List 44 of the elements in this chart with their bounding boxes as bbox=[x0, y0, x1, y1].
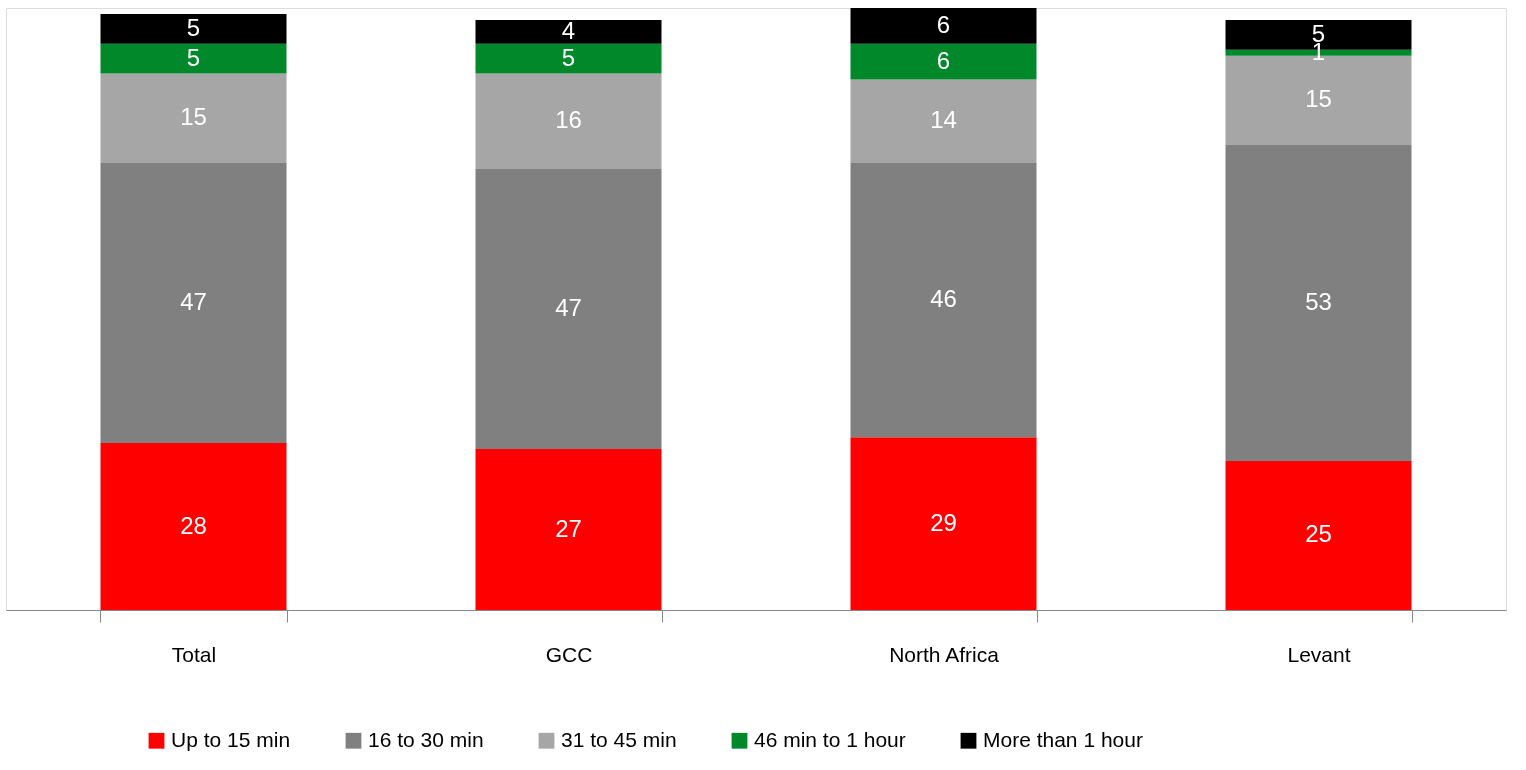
data-label: 47 bbox=[555, 294, 582, 321]
bar bbox=[1225, 460, 1412, 610]
data-label: 14 bbox=[930, 106, 957, 134]
bar bbox=[475, 73, 662, 169]
data-label: 5 bbox=[186, 43, 201, 71]
x-tick-label: Total bbox=[171, 642, 217, 666]
bar bbox=[850, 79, 1037, 163]
bar bbox=[475, 449, 662, 610]
bar bbox=[475, 168, 662, 450]
data-label: 5 bbox=[561, 43, 576, 71]
bar bbox=[475, 43, 662, 74]
bar bbox=[100, 162, 287, 444]
bar bbox=[1225, 145, 1412, 461]
bar bbox=[475, 19, 662, 44]
legend-label: 31 to 45 min bbox=[561, 727, 677, 751]
bar bbox=[850, 437, 1037, 610]
data-label: 6 bbox=[936, 46, 951, 74]
data-label: 6 bbox=[936, 10, 951, 38]
x-tick-label: North Africa bbox=[889, 642, 1000, 666]
bar bbox=[100, 73, 287, 163]
data-label: 16 bbox=[555, 106, 582, 134]
bar bbox=[850, 43, 1037, 80]
data-label: 29 bbox=[930, 508, 957, 536]
data-label: 53 bbox=[1305, 288, 1332, 316]
data-label: 25 bbox=[1305, 520, 1332, 548]
bar bbox=[850, 8, 1037, 44]
bar bbox=[100, 43, 287, 74]
bar bbox=[850, 162, 1037, 438]
legend-label: More than 1 hour bbox=[983, 727, 1143, 751]
bar bbox=[100, 13, 287, 44]
data-label: 46 bbox=[930, 285, 957, 313]
data-label: 28 bbox=[180, 511, 207, 539]
data-label: 15 bbox=[1305, 85, 1332, 113]
data-label: 27 bbox=[555, 514, 582, 542]
data-label: 47 bbox=[180, 288, 207, 316]
legend-label: Up to 15 min bbox=[171, 727, 291, 751]
legend-label: 16 to 30 min bbox=[368, 727, 484, 751]
legend-label: 46 min to 1 hour bbox=[754, 727, 906, 751]
data-label: 15 bbox=[180, 103, 207, 131]
data-label: 4 bbox=[561, 16, 576, 44]
x-tick-label: GCC bbox=[545, 642, 593, 666]
x-tick-label: Levant bbox=[1287, 642, 1351, 666]
data-label: 5 bbox=[186, 13, 201, 41]
bar bbox=[100, 443, 287, 610]
